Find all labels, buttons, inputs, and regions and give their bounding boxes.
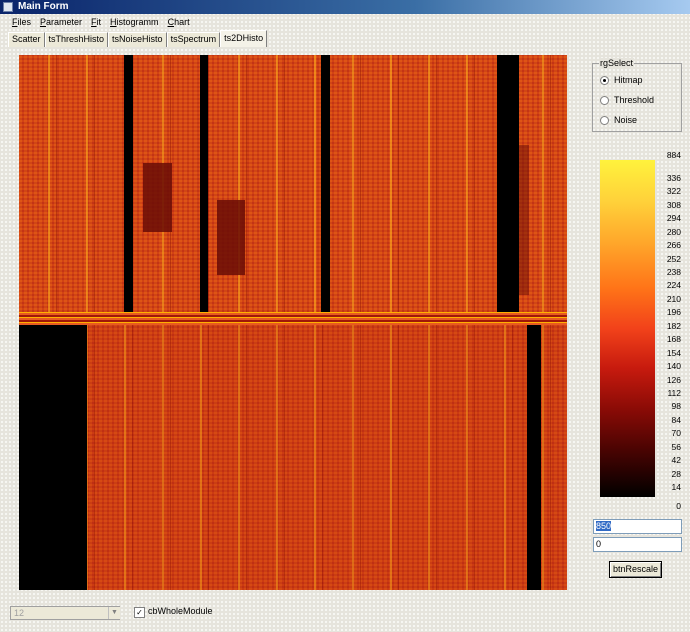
- scale-label: 84: [655, 415, 681, 425]
- window-title: Main Form: [18, 1, 69, 12]
- scale-label: 182: [655, 321, 681, 331]
- scale-label: 210: [655, 294, 681, 304]
- scale-label: 238: [655, 267, 681, 277]
- scale-label: 168: [655, 334, 681, 344]
- scale-label: 70: [655, 428, 681, 438]
- dead-chip: [19, 325, 87, 590]
- dark-region: [143, 163, 172, 232]
- radio-label: Threshold: [614, 95, 654, 105]
- scale-label: 42: [655, 455, 681, 465]
- heatmap-lower: [19, 325, 567, 590]
- dead-column: [124, 55, 133, 312]
- checkbox-label: cbWholeModule: [148, 605, 213, 617]
- radio[interactable]: Threshold: [600, 94, 680, 106]
- input-text: 850: [596, 521, 611, 531]
- dead-column: [321, 55, 330, 312]
- app-window: Main Form Files Parameter Fit Histogramm Cha…: [0, 0, 690, 632]
- scale-label: 112: [655, 388, 681, 398]
- dead-column: [497, 55, 519, 312]
- tab[interactable]: tsSpectrum: [167, 32, 221, 47]
- dead-column: [527, 325, 541, 590]
- text-input[interactable]: 850: [593, 519, 682, 534]
- input-text: 0: [596, 539, 601, 549]
- group-title: rgSelect: [599, 58, 634, 68]
- menu-item[interactable]: Fit: [91, 15, 101, 30]
- scale-label: 308: [655, 200, 681, 210]
- scale-label: 294: [655, 213, 681, 223]
- scale-label: 336: [655, 173, 681, 183]
- app-icon: [3, 2, 13, 12]
- scale-label: 14: [655, 482, 681, 492]
- color-scale: [600, 160, 655, 497]
- radio[interactable]: Noise: [600, 114, 680, 126]
- radio[interactable]: Hitmap: [600, 74, 680, 86]
- scale-label: 280: [655, 227, 681, 237]
- heatmap: [19, 55, 567, 590]
- combo-arrow[interactable]: ▼: [108, 607, 120, 619]
- menu-bar: Files Parameter Fit Histogramm Chart: [0, 15, 199, 30]
- menu-item[interactable]: Files: [12, 15, 31, 30]
- dark-region: [519, 145, 529, 295]
- scale-label: 252: [655, 254, 681, 264]
- scale-label: 884: [655, 150, 681, 160]
- scale-label: 154: [655, 348, 681, 358]
- dead-column: [200, 55, 208, 312]
- radio-label: Noise: [614, 115, 637, 125]
- button[interactable]: btnRescale: [609, 561, 662, 578]
- dark-region: [217, 200, 245, 275]
- scale-label: 140: [655, 361, 681, 371]
- combo-box[interactable]: 12: [10, 606, 120, 620]
- tab[interactable]: tsNoiseHisto: [108, 32, 167, 47]
- tab-strip: Scatter tsThreshHisto tsNoiseHisto tsSpe…: [8, 32, 267, 47]
- scale-label: 98: [655, 401, 681, 411]
- radio-label: Hitmap: [614, 75, 643, 85]
- scale-label: 266: [655, 240, 681, 250]
- scale-label: 28: [655, 469, 681, 479]
- tab[interactable]: tsThreshHisto: [45, 32, 109, 47]
- menu-item[interactable]: Parameter: [40, 15, 82, 30]
- checkbox[interactable]: ✓: [134, 607, 145, 618]
- scale-label: 0: [655, 501, 681, 511]
- menu-item[interactable]: Histogramm: [110, 15, 159, 30]
- scale-label: 56: [655, 442, 681, 452]
- scale-label: 322: [655, 186, 681, 196]
- tab[interactable]: ts2DHisto: [220, 30, 267, 47]
- tab[interactable]: Scatter: [8, 32, 45, 47]
- scale-label: 196: [655, 307, 681, 317]
- menu-item[interactable]: Chart: [168, 15, 190, 30]
- scale-label: 126: [655, 375, 681, 385]
- separator-band: [19, 312, 567, 325]
- title-bar: Main Form: [0, 0, 690, 14]
- text-input[interactable]: 0: [593, 537, 682, 552]
- scale-label: 224: [655, 280, 681, 290]
